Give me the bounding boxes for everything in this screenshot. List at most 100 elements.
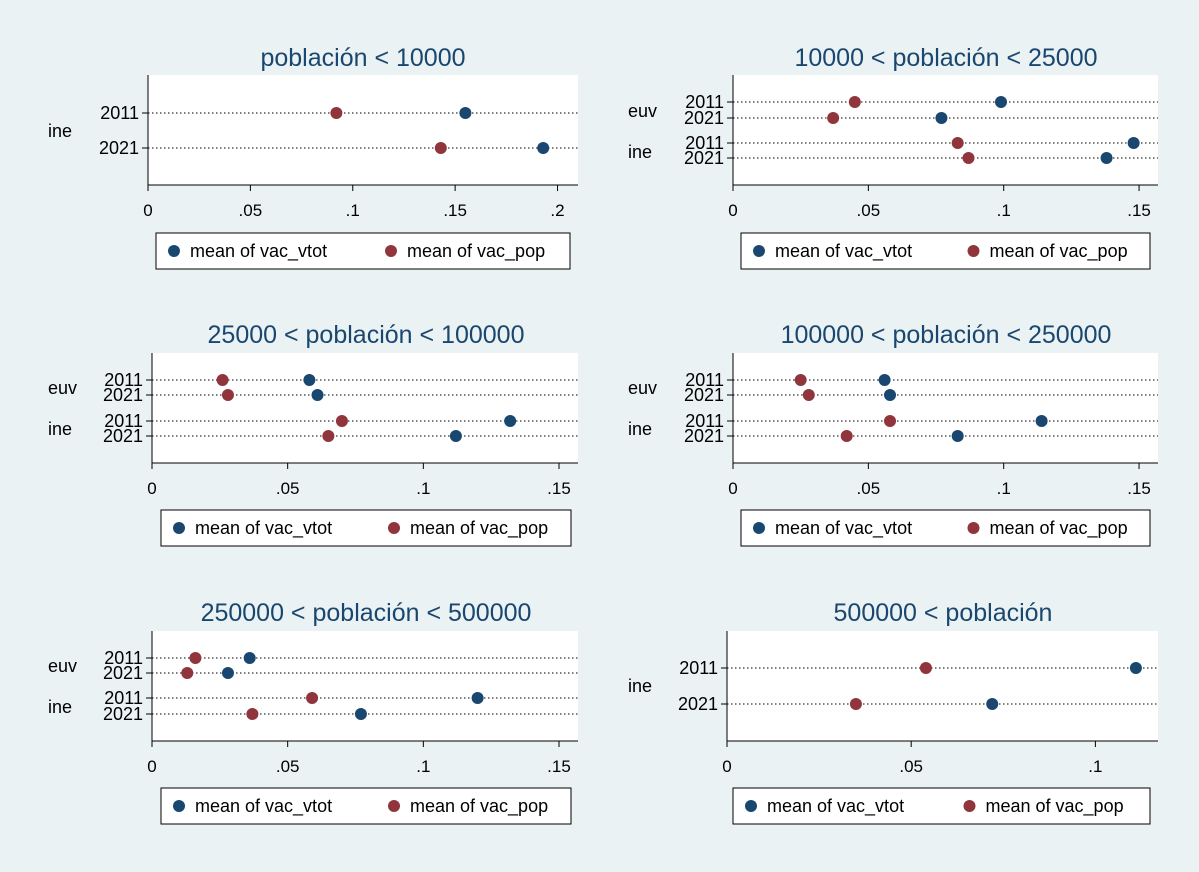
- legend: mean of vac_vtot mean of vac_pop: [155, 232, 571, 270]
- panel-1: población < 10000 0 .05 .1 .15 .2 ine 2011 2021 m…: [48, 44, 578, 270]
- point-vac-vtot: [537, 142, 550, 154]
- plot-area: [733, 75, 1158, 185]
- row-label: 2011: [685, 411, 724, 431]
- row-label: 2011: [685, 370, 724, 390]
- legend-label-vac-pop: mean of vac_pop: [986, 796, 1124, 817]
- row-label: 2021: [103, 663, 143, 683]
- panel-title: 250000 < población < 500000: [201, 599, 532, 627]
- row-label: 2011: [104, 688, 143, 708]
- legend-marker-vac-pop: [963, 800, 976, 812]
- row-label: 2011: [104, 411, 143, 431]
- legend-box: [160, 787, 572, 825]
- point-vac-pop: [919, 662, 932, 674]
- x-tick-label: .15: [1127, 479, 1151, 498]
- point-vac-pop: [181, 667, 194, 679]
- x-tick-label: .05: [239, 201, 263, 220]
- row-label: 2021: [103, 426, 143, 446]
- point-vac-pop: [434, 142, 447, 154]
- legend-label-vac-pop: mean of vac_pop: [410, 796, 548, 817]
- x-tick-label: 0: [728, 479, 737, 498]
- legend: mean of vac_vtot mean of vac_pop: [160, 787, 572, 825]
- point-vac-vtot: [1129, 662, 1142, 674]
- row-label: 2021: [99, 138, 139, 158]
- legend-label-vac-pop: mean of vac_pop: [407, 241, 545, 262]
- legend-box: [732, 787, 1151, 825]
- point-vac-pop: [848, 96, 861, 108]
- panel-title: 500000 < población: [834, 599, 1053, 627]
- row-label: 2011: [100, 103, 139, 123]
- point-vac-vtot: [459, 107, 472, 119]
- row-label: 2021: [684, 385, 724, 405]
- legend-label-vac-pop: mean of vac_pop: [990, 241, 1128, 262]
- legend-label-vac-pop: mean of vac_pop: [990, 518, 1128, 539]
- point-vac-pop: [306, 692, 319, 704]
- point-vac-vtot: [986, 698, 999, 710]
- row-label: 2011: [679, 658, 718, 678]
- point-vac-pop: [335, 415, 348, 427]
- row-label: 2021: [678, 694, 718, 714]
- point-vac-vtot: [1127, 137, 1140, 149]
- point-vac-vtot: [994, 96, 1007, 108]
- plot-area: [152, 631, 578, 741]
- group-label: ine: [48, 419, 72, 439]
- point-vac-vtot: [504, 415, 517, 427]
- point-vac-pop: [189, 652, 202, 664]
- panel-2: 10000 < población < 25000 0 .05 .1 .15 euv 201…: [628, 44, 1158, 270]
- legend-marker-vac-pop: [967, 522, 980, 534]
- row-label: 2011: [685, 92, 724, 112]
- legend-marker-vac-pop: [967, 245, 980, 257]
- legend-marker-vac-vtot: [168, 245, 180, 257]
- x-tick-label: .15: [443, 201, 467, 220]
- plot-area: [733, 353, 1158, 463]
- point-vac-pop: [246, 708, 259, 720]
- legend: mean of vac_vtot mean of vac_pop: [732, 787, 1151, 825]
- group-label: ine: [48, 121, 72, 141]
- point-vac-pop: [840, 430, 853, 442]
- point-vac-pop: [802, 389, 815, 401]
- panel-title: 10000 < población < 25000: [794, 44, 1097, 72]
- point-vac-pop: [884, 415, 897, 427]
- point-vac-vtot: [951, 430, 964, 442]
- row-label: 2021: [684, 108, 724, 128]
- x-tick-label: .2: [550, 201, 564, 220]
- point-vac-pop: [849, 698, 862, 710]
- x-tick-label: .1: [997, 479, 1011, 498]
- point-vac-vtot: [221, 667, 234, 679]
- legend-marker-vac-vtot: [173, 800, 185, 812]
- legend-label-vac-vtot: mean of vac_vtot: [195, 796, 332, 817]
- row-label: 2021: [684, 426, 724, 446]
- point-vac-vtot: [449, 430, 462, 442]
- point-vac-pop: [962, 152, 975, 164]
- x-tick-label: 0: [143, 201, 152, 220]
- legend-marker-vac-vtot: [745, 800, 757, 812]
- group-label: ine: [628, 419, 652, 439]
- plot-area: [152, 353, 578, 463]
- legend-marker-vac-pop: [388, 522, 400, 534]
- legend-label-vac-vtot: mean of vac_vtot: [190, 241, 327, 262]
- point-vac-pop: [330, 107, 343, 119]
- point-vac-vtot: [1035, 415, 1048, 427]
- panel-title: 25000 < población < 100000: [208, 321, 525, 349]
- row-label: 2011: [685, 133, 724, 153]
- group-label: ine: [628, 676, 652, 696]
- legend-label-vac-vtot: mean of vac_vtot: [767, 796, 904, 817]
- x-tick-label: .1: [1088, 757, 1102, 776]
- x-tick-label: 0: [728, 201, 737, 220]
- x-tick-label: .15: [547, 479, 571, 498]
- plot-area: [148, 75, 578, 185]
- group-label: ine: [48, 697, 72, 717]
- legend-marker-vac-pop: [385, 245, 397, 257]
- group-label: ine: [628, 142, 652, 162]
- legend: mean of vac_vtot mean of vac_pop: [160, 509, 572, 547]
- point-vac-pop: [322, 430, 335, 442]
- point-vac-vtot: [884, 389, 897, 401]
- point-vac-vtot: [471, 692, 484, 704]
- point-vac-pop: [794, 374, 807, 386]
- point-vac-vtot: [354, 708, 367, 720]
- x-tick-label: .1: [416, 479, 430, 498]
- panel-5: 250000 < población < 500000 0 .05 .1 .15 euv 2…: [48, 599, 578, 825]
- legend-marker-vac-vtot: [173, 522, 185, 534]
- legend-label-vac-pop: mean of vac_pop: [410, 518, 548, 539]
- x-tick-label: .05: [857, 479, 881, 498]
